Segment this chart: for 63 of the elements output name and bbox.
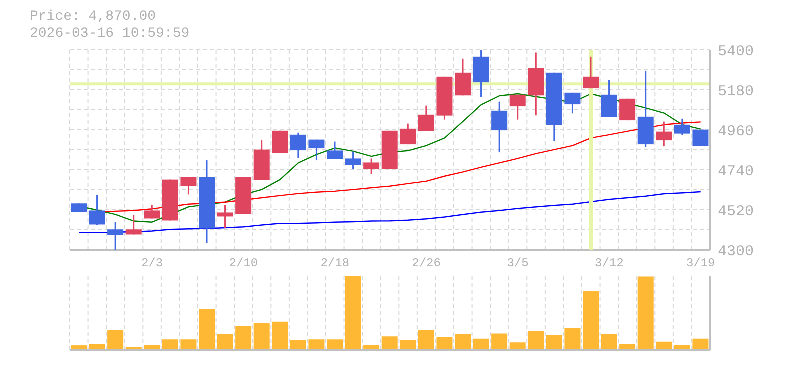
bar	[327, 340, 343, 350]
candlestick	[400, 123, 416, 146]
bar	[638, 276, 654, 350]
bar	[199, 309, 215, 350]
candlestick	[418, 105, 434, 132]
bar	[692, 338, 709, 350]
candlestick	[217, 204, 234, 229]
candlestick	[364, 158, 380, 176]
y-tick-label: 4520	[718, 203, 754, 220]
candlestick	[180, 176, 197, 196]
bar	[272, 322, 288, 350]
chart-subtitle: 2026-03-16 10:59:59	[30, 26, 190, 43]
y-tick-label: 5180	[718, 83, 754, 100]
candlestick	[89, 194, 106, 226]
bar	[345, 276, 362, 350]
bar	[308, 340, 325, 350]
y-tick-label: 4300	[718, 243, 754, 260]
bar	[583, 292, 599, 350]
x-tick-label: 2/26	[412, 256, 441, 271]
candlestick	[290, 132, 306, 159]
candlestick	[455, 58, 471, 96]
candlestick	[492, 101, 508, 154]
bar	[254, 323, 270, 350]
bar	[418, 330, 434, 350]
bar	[180, 340, 197, 350]
x-tick-label: 2/10	[229, 256, 258, 271]
candlestick	[108, 222, 124, 250]
candlestick	[583, 56, 599, 90]
bar	[436, 337, 453, 350]
candlestick	[308, 139, 325, 162]
candlestick	[601, 79, 618, 118]
bar	[473, 338, 490, 350]
x-tick-label: 3/19	[686, 256, 716, 271]
y-tick-label: 4960	[718, 123, 754, 140]
x-tick-label: 2/3	[141, 256, 164, 271]
bar	[217, 334, 234, 350]
candlestick	[144, 204, 160, 220]
bar	[236, 326, 252, 350]
candlestick	[345, 151, 362, 170]
bar	[546, 335, 562, 350]
line-series	[78, 191, 702, 234]
candlestick	[272, 130, 288, 154]
bar	[528, 332, 544, 350]
x-tick-label: 2/18	[320, 256, 350, 271]
bar	[601, 334, 618, 350]
y-tick-label: 4740	[718, 163, 754, 180]
bar	[564, 328, 581, 350]
candlestick	[126, 214, 142, 236]
chart-title: Price: 4,870.00	[30, 9, 158, 26]
candlestick	[510, 94, 526, 121]
bar	[455, 334, 471, 350]
candlestick	[656, 121, 672, 148]
candlestick	[674, 118, 690, 136]
y-tick-label: 5400	[718, 43, 754, 60]
x-tick-label: 3/5	[507, 256, 529, 271]
candlestick	[564, 92, 581, 114]
bar	[382, 336, 398, 350]
bar	[492, 334, 508, 350]
bar	[162, 340, 178, 350]
bar	[108, 330, 124, 350]
candlestick	[327, 141, 343, 160]
x-tick-label: 3/12	[595, 256, 624, 271]
candlestick	[692, 129, 709, 148]
